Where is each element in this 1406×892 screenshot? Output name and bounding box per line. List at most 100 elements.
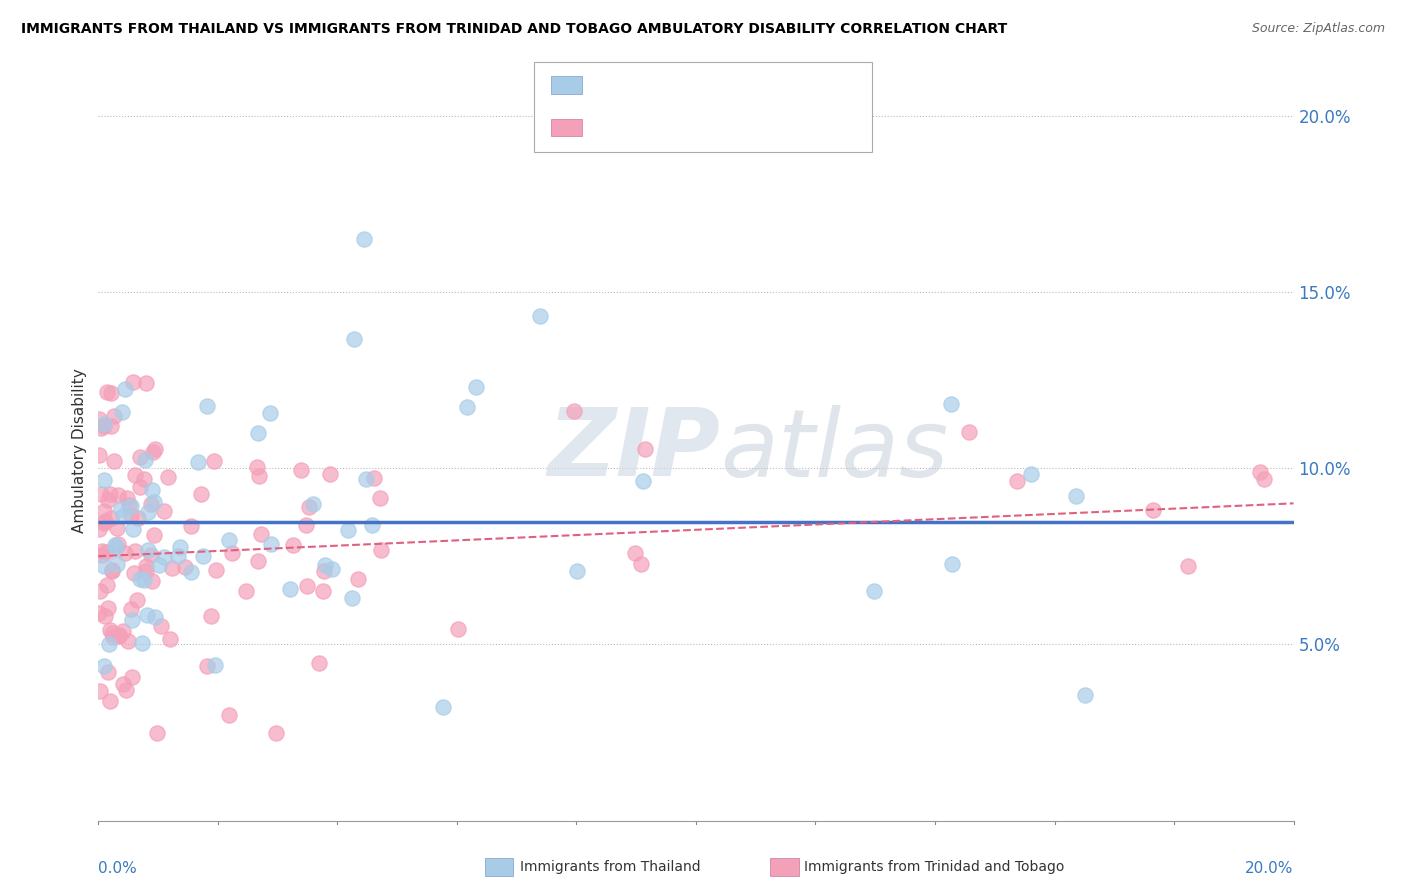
Point bbox=[141, 574, 163, 588]
Point bbox=[124, 468, 146, 483]
Point bbox=[128, 480, 150, 494]
Point bbox=[312, 564, 335, 578]
Text: 0.000: 0.000 bbox=[621, 76, 673, 94]
Point bbox=[127, 510, 149, 524]
Point bbox=[110, 405, 132, 419]
Point bbox=[432, 699, 454, 714]
Point bbox=[318, 467, 340, 481]
Point bbox=[127, 593, 149, 607]
Point bbox=[156, 469, 179, 483]
Point bbox=[100, 625, 122, 640]
Point bbox=[193, 549, 215, 563]
Point bbox=[93, 516, 115, 531]
Point bbox=[120, 508, 142, 522]
Point bbox=[957, 425, 980, 439]
Point bbox=[447, 622, 470, 636]
Point bbox=[104, 538, 127, 552]
Point bbox=[562, 404, 585, 418]
Point bbox=[105, 557, 128, 571]
Point bbox=[115, 682, 138, 697]
Point bbox=[132, 472, 155, 486]
Point bbox=[631, 474, 654, 488]
Point bbox=[90, 421, 112, 435]
Point bbox=[218, 707, 240, 722]
Point bbox=[103, 409, 125, 423]
Point bbox=[100, 510, 122, 524]
Point bbox=[250, 526, 273, 541]
Text: 0.0%: 0.0% bbox=[98, 862, 138, 876]
Point bbox=[337, 523, 360, 537]
Point bbox=[281, 538, 304, 552]
Text: 111: 111 bbox=[727, 119, 762, 136]
Point bbox=[98, 623, 121, 637]
Point bbox=[297, 579, 319, 593]
Point bbox=[152, 504, 174, 518]
Point bbox=[456, 400, 478, 414]
Point bbox=[121, 613, 143, 627]
Point bbox=[100, 419, 122, 434]
Point bbox=[96, 545, 118, 559]
Point bbox=[312, 584, 335, 599]
Point bbox=[97, 601, 120, 615]
Point bbox=[142, 528, 165, 542]
Point bbox=[148, 558, 170, 572]
Point bbox=[101, 565, 124, 579]
Point bbox=[135, 607, 157, 622]
Point bbox=[361, 517, 384, 532]
Point bbox=[190, 487, 212, 501]
Point bbox=[145, 610, 167, 624]
Point bbox=[135, 564, 157, 578]
Point bbox=[1021, 467, 1043, 481]
Point bbox=[100, 385, 122, 400]
Point bbox=[464, 380, 486, 394]
Point bbox=[108, 628, 131, 642]
Point bbox=[260, 536, 283, 550]
Point bbox=[108, 629, 131, 643]
Point bbox=[93, 558, 115, 573]
Point bbox=[91, 544, 114, 558]
Point bbox=[235, 583, 257, 598]
Text: Source: ZipAtlas.com: Source: ZipAtlas.com bbox=[1251, 22, 1385, 36]
Point bbox=[1007, 474, 1029, 488]
Point bbox=[107, 537, 129, 551]
Point bbox=[298, 500, 321, 514]
Point bbox=[308, 656, 330, 670]
Point bbox=[121, 522, 143, 536]
Point bbox=[146, 725, 169, 739]
Point bbox=[132, 573, 155, 587]
Point bbox=[1253, 472, 1275, 486]
Point bbox=[529, 310, 551, 324]
Point bbox=[247, 554, 270, 568]
Point bbox=[1142, 503, 1164, 517]
Point bbox=[94, 609, 117, 624]
Point bbox=[159, 632, 181, 647]
Point bbox=[98, 694, 121, 708]
Text: 20.0%: 20.0% bbox=[1246, 862, 1294, 876]
Point bbox=[246, 460, 269, 475]
Point bbox=[205, 562, 228, 576]
Text: 60: 60 bbox=[727, 76, 749, 94]
Point bbox=[118, 498, 141, 512]
Point bbox=[89, 584, 111, 599]
Point bbox=[111, 509, 134, 524]
Text: R =: R = bbox=[591, 78, 624, 92]
Text: atlas: atlas bbox=[720, 405, 948, 496]
Point bbox=[93, 417, 115, 432]
Text: Immigrants from Trinidad and Tobago: Immigrants from Trinidad and Tobago bbox=[804, 860, 1064, 874]
Point bbox=[202, 454, 225, 468]
Point bbox=[124, 543, 146, 558]
Point bbox=[264, 725, 287, 739]
Point bbox=[110, 502, 132, 516]
Point bbox=[195, 399, 218, 413]
Point bbox=[1074, 688, 1097, 702]
Point bbox=[941, 557, 963, 571]
Point bbox=[153, 550, 176, 565]
Text: 0.064: 0.064 bbox=[621, 119, 673, 136]
Point bbox=[104, 541, 127, 555]
Point bbox=[100, 563, 122, 577]
Point bbox=[136, 505, 159, 519]
Point bbox=[149, 619, 172, 633]
Point bbox=[107, 488, 129, 502]
Point bbox=[160, 561, 183, 575]
Point bbox=[121, 670, 143, 684]
